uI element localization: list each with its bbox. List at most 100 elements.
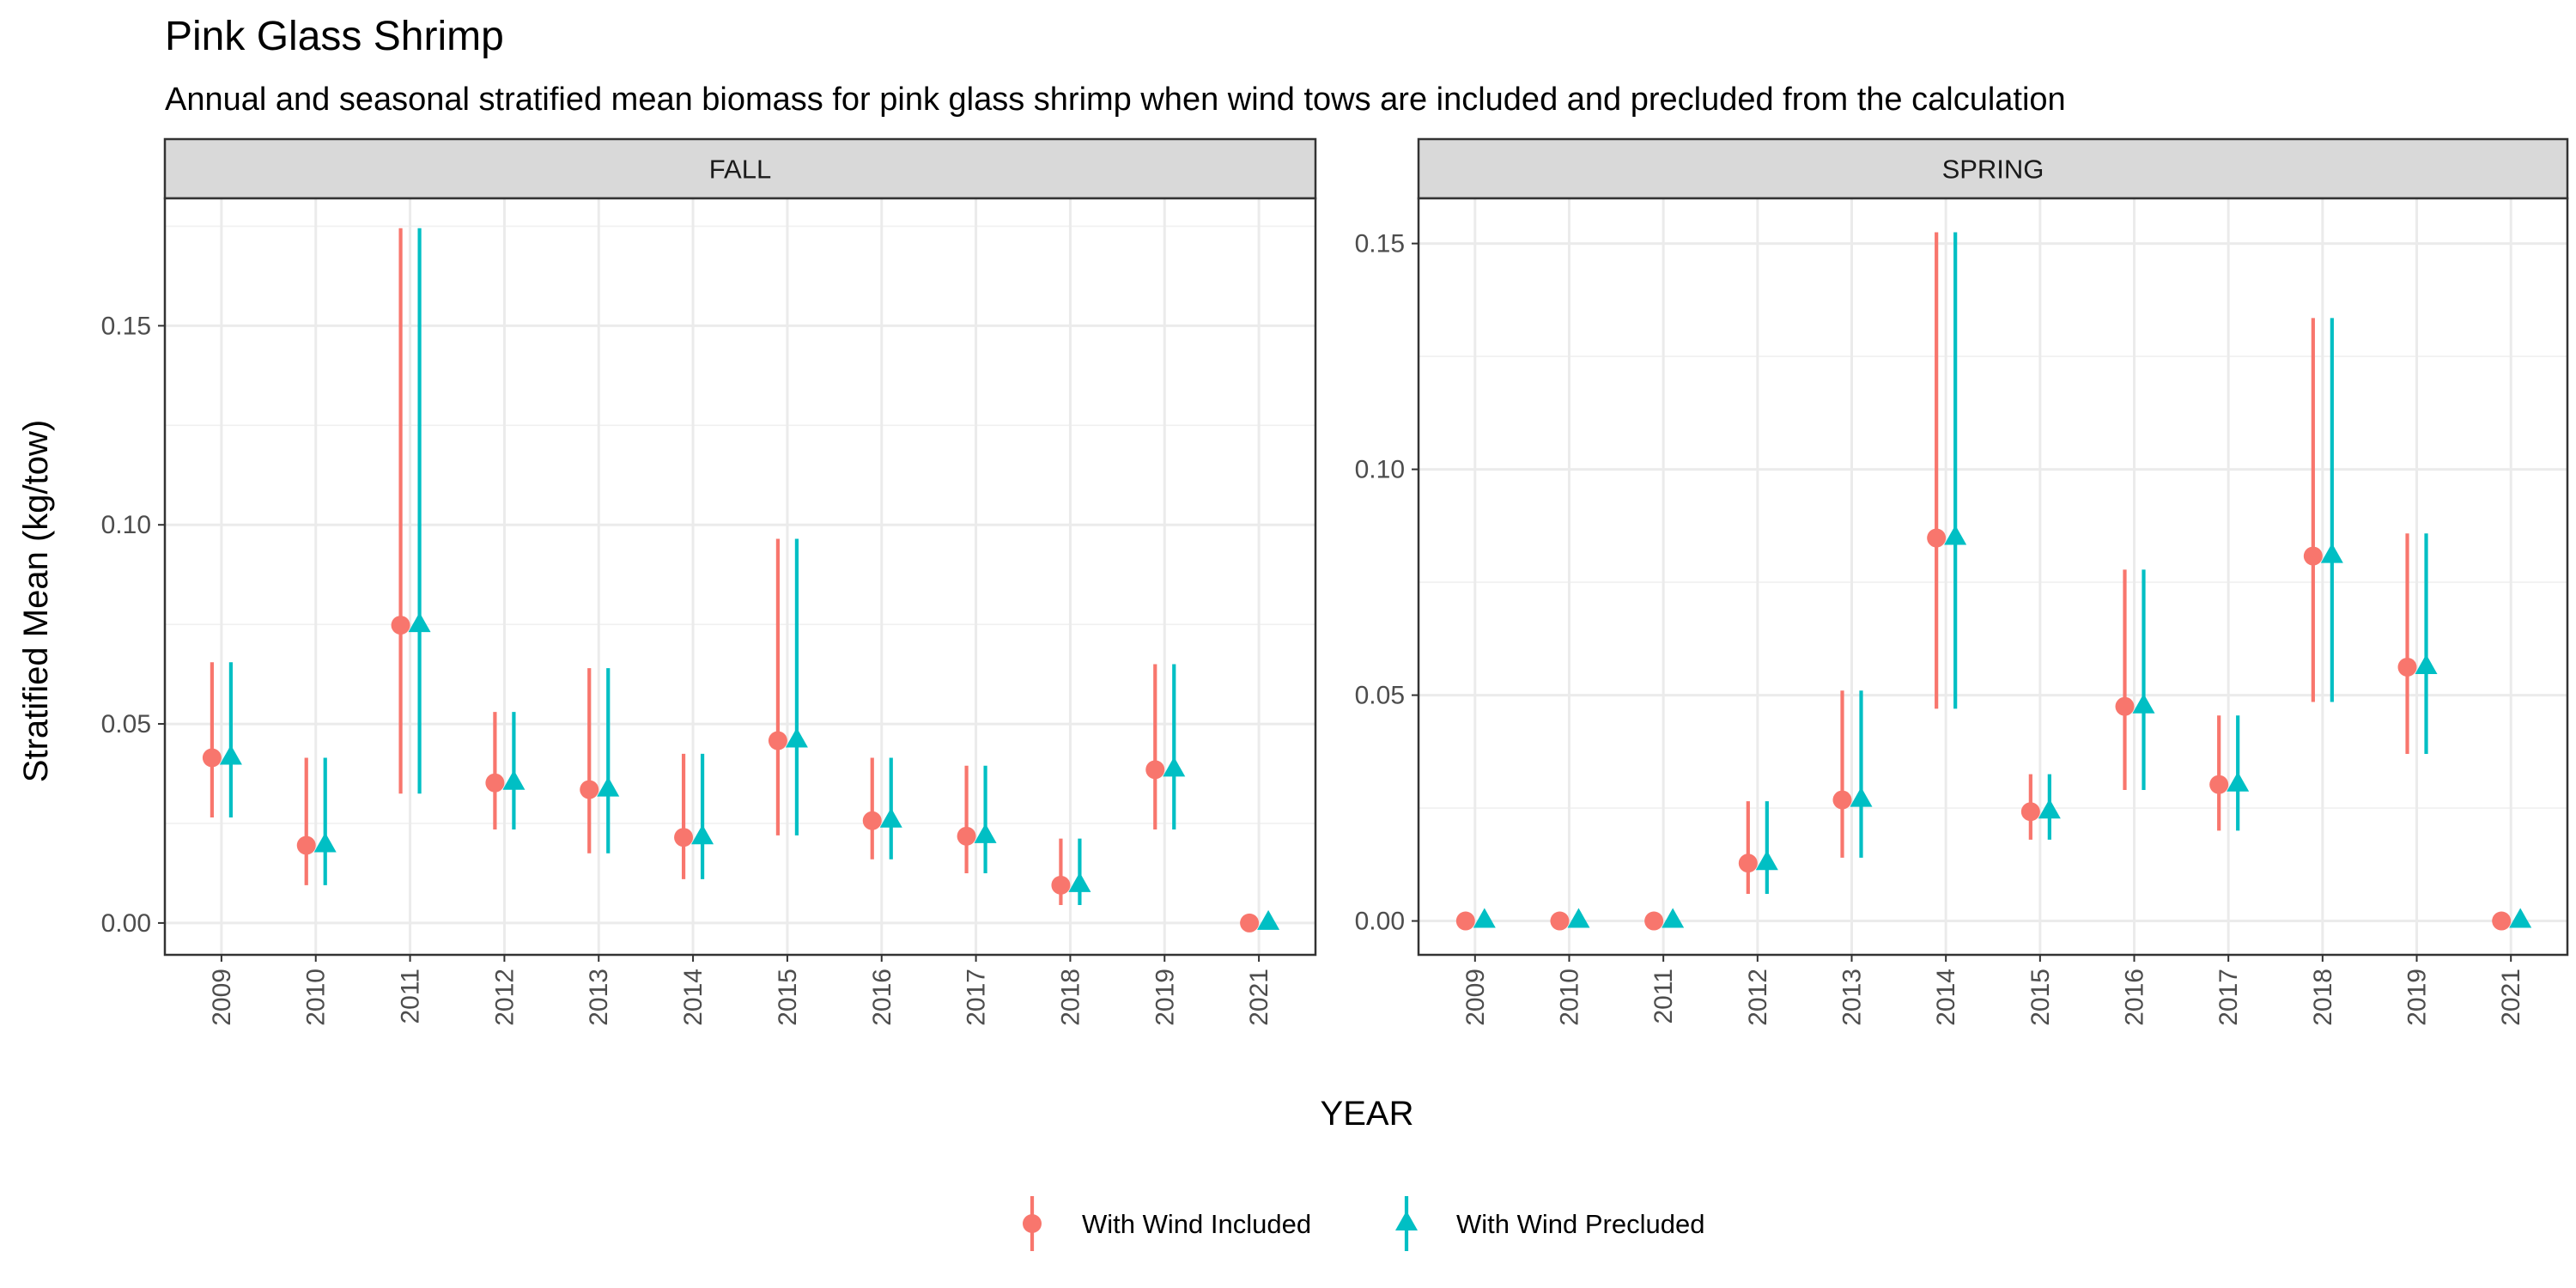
y-tick-label: 0.05 bbox=[101, 710, 151, 738]
legend-label-with-wind-precluded: With Wind Precluded bbox=[1456, 1209, 1704, 1239]
panel-spring: SPRING 0.00 0.05 0.10 0.15 2009 2010 2011 2012 20… bbox=[1355, 137, 2569, 1026]
point-with-wind-precluded bbox=[502, 769, 526, 790]
point-with-wind-included bbox=[674, 828, 694, 848]
point-with-wind-precluded bbox=[408, 612, 431, 633]
point-with-wind-included bbox=[1455, 911, 1475, 931]
x-axis-title: YEAR bbox=[1321, 1095, 1414, 1133]
y-tick-label: 0.15 bbox=[101, 312, 151, 340]
point-with-wind-included bbox=[1832, 790, 1852, 810]
point-with-wind-included bbox=[485, 773, 505, 793]
x-tick-label: 2021 bbox=[2497, 969, 2525, 1026]
point-with-wind-included bbox=[1240, 913, 1260, 933]
panel-border bbox=[163, 197, 1317, 957]
x-tick-label: 2016 bbox=[868, 969, 896, 1026]
point-with-wind-precluded bbox=[2509, 908, 2532, 928]
x-tick-label: 2010 bbox=[1555, 969, 1583, 1026]
point-with-wind-precluded bbox=[313, 832, 337, 853]
point-with-wind-precluded bbox=[1567, 908, 1590, 928]
point-with-wind-precluded bbox=[1163, 756, 1186, 777]
x-tick-label: 2018 bbox=[2309, 969, 2337, 1026]
plot-background bbox=[165, 198, 1315, 955]
plot-background bbox=[1419, 198, 2567, 955]
point-with-wind-precluded bbox=[1068, 872, 1091, 892]
strip-label: FALL bbox=[709, 155, 771, 185]
point-with-wind-precluded bbox=[2320, 543, 2343, 563]
chart-subtitle: Annual and seasonal stratified mean biom… bbox=[165, 82, 2066, 118]
x-tick-label: 2013 bbox=[1838, 969, 1866, 1026]
y-tick-label: 0.15 bbox=[1355, 230, 1405, 258]
point-with-wind-precluded bbox=[1755, 850, 1778, 871]
point-with-wind-precluded bbox=[974, 823, 997, 843]
point-with-wind-included bbox=[296, 835, 316, 855]
y-tick-label: 0.05 bbox=[1355, 682, 1405, 710]
point-with-wind-included bbox=[580, 780, 599, 799]
legend: With Wind Included With Wind Precluded bbox=[1023, 1196, 1704, 1251]
x-tick-label: 2019 bbox=[1151, 969, 1179, 1026]
point-with-wind-precluded bbox=[1850, 787, 1873, 807]
x-tick-label: 2015 bbox=[774, 969, 802, 1026]
point-with-wind-included bbox=[391, 616, 410, 635]
chart-title: Pink Glass Shrimp bbox=[165, 14, 504, 59]
x-tick-label: 2009 bbox=[208, 969, 236, 1026]
point-with-wind-precluded bbox=[2227, 771, 2250, 792]
point-with-wind-precluded bbox=[2415, 653, 2438, 674]
legend-key-circle-included bbox=[1023, 1214, 1042, 1233]
y-tick-label: 0.00 bbox=[101, 909, 151, 938]
x-tick-label: 2014 bbox=[679, 969, 708, 1026]
point-with-wind-precluded bbox=[1944, 525, 1967, 545]
x-tick-label: 2021 bbox=[1245, 969, 1273, 1026]
y-tick-label: 0.10 bbox=[1355, 456, 1405, 484]
x-tick-label: 2011 bbox=[1649, 969, 1678, 1024]
y-axis-title: Stratified Mean (kg/tow) bbox=[17, 420, 55, 782]
x-tick-label: 2014 bbox=[1932, 969, 1960, 1026]
strip-label: SPRING bbox=[1942, 155, 2044, 185]
panel-fall: FALL 0.00 0.05 0.10 0.15 2009 2010 2011 2012 2013… bbox=[101, 137, 1317, 1026]
x-tick-label: 2009 bbox=[1461, 969, 1490, 1026]
x-tick-label: 2012 bbox=[490, 969, 519, 1026]
x-tick-label: 2015 bbox=[2026, 969, 2055, 1026]
x-tick-label: 2012 bbox=[1744, 969, 1772, 1026]
x-tick-label: 2011 bbox=[397, 969, 425, 1024]
point-with-wind-included bbox=[1738, 854, 1758, 873]
point-with-wind-included bbox=[2303, 546, 2323, 566]
point-with-wind-included bbox=[202, 748, 222, 768]
x-tick-label: 2017 bbox=[2215, 969, 2243, 1026]
point-with-wind-included bbox=[1927, 528, 1947, 548]
point-with-wind-precluded bbox=[691, 824, 714, 845]
point-with-wind-precluded bbox=[879, 807, 902, 828]
legend-key-triangle-precluded bbox=[1395, 1211, 1418, 1230]
point-with-wind-precluded bbox=[1257, 909, 1280, 930]
point-with-wind-included bbox=[1644, 911, 1664, 931]
x-tick-label: 2016 bbox=[2121, 969, 2149, 1026]
legend-label-with-wind-included: With Wind Included bbox=[1082, 1209, 1311, 1239]
point-with-wind-included bbox=[768, 731, 787, 750]
point-with-wind-included bbox=[2397, 657, 2417, 677]
point-with-wind-precluded bbox=[2132, 693, 2155, 714]
point-with-wind-precluded bbox=[785, 727, 808, 748]
point-with-wind-included bbox=[1051, 875, 1071, 895]
point-with-wind-precluded bbox=[2038, 799, 2061, 819]
legend-key-with-wind-included bbox=[1023, 1196, 1042, 1251]
strip-background bbox=[1417, 137, 2569, 200]
point-with-wind-precluded bbox=[1662, 908, 1685, 928]
x-tick-label: 2018 bbox=[1056, 969, 1084, 1026]
point-with-wind-included bbox=[957, 826, 976, 846]
point-with-wind-included bbox=[862, 811, 882, 830]
point-with-wind-included bbox=[2115, 696, 2135, 716]
point-with-wind-included bbox=[2209, 775, 2229, 794]
x-tick-label: 2017 bbox=[963, 969, 991, 1026]
legend-key-with-wind-precluded bbox=[1395, 1196, 1418, 1251]
point-with-wind-precluded bbox=[1473, 908, 1496, 928]
x-tick-label: 2010 bbox=[302, 969, 331, 1026]
panel-border bbox=[1417, 197, 2569, 957]
point-with-wind-precluded bbox=[597, 776, 620, 797]
point-with-wind-included bbox=[2492, 911, 2512, 931]
x-tick-label: 2013 bbox=[585, 969, 613, 1026]
point-with-wind-precluded bbox=[219, 744, 242, 765]
point-with-wind-included bbox=[1550, 911, 1570, 931]
point-with-wind-included bbox=[2020, 802, 2040, 822]
point-with-wind-included bbox=[1145, 760, 1165, 780]
y-tick-label: 0.10 bbox=[101, 511, 151, 539]
strip-background bbox=[163, 137, 1317, 200]
